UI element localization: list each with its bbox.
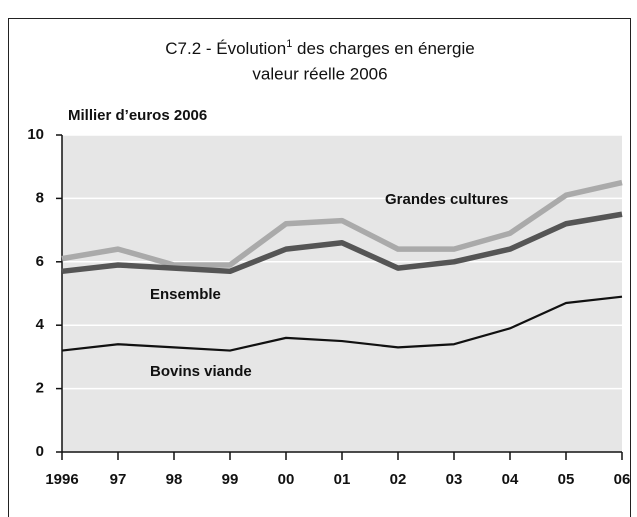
x-tick-label: 1996 <box>45 471 78 488</box>
y-tick-label: 8 <box>36 189 44 206</box>
x-tick-label: 03 <box>446 471 463 488</box>
y-tick-label: 2 <box>36 380 44 397</box>
y-axis-label: Millier d’euros 2006 <box>68 107 207 124</box>
plot-area <box>62 135 622 452</box>
x-tick-label: 02 <box>390 471 407 488</box>
series-label: Ensemble <box>150 286 221 303</box>
title-superscript: 1 <box>286 38 292 50</box>
x-tick-label: 97 <box>110 471 127 488</box>
y-tick-label: 10 <box>27 126 44 143</box>
y-tick-label: 6 <box>36 253 44 270</box>
y-tick-label: 0 <box>36 443 44 460</box>
x-tick-label: 01 <box>334 471 351 488</box>
series-line <box>61 179 623 268</box>
y-tick-label: 4 <box>36 316 45 333</box>
title-part: des charges en énergie <box>292 39 474 58</box>
series-label: Bovins viande <box>150 363 252 380</box>
series-line <box>61 211 623 275</box>
chart-title: C7.2 - Évolution1 des charges en énergie <box>165 38 474 59</box>
title-part: C7.2 - Évolution <box>165 39 286 58</box>
x-tick-label: 00 <box>278 471 295 488</box>
x-tick-label: 06 <box>614 471 631 488</box>
series-line <box>61 295 623 352</box>
x-tick-label: 05 <box>558 471 575 488</box>
chart-subtitle: valeur réelle 2006 <box>252 64 387 83</box>
x-tick-label: 99 <box>222 471 239 488</box>
series-label: Grandes cultures <box>385 191 508 208</box>
x-tick-label: 04 <box>502 471 519 488</box>
x-tick-label: 98 <box>166 471 183 488</box>
